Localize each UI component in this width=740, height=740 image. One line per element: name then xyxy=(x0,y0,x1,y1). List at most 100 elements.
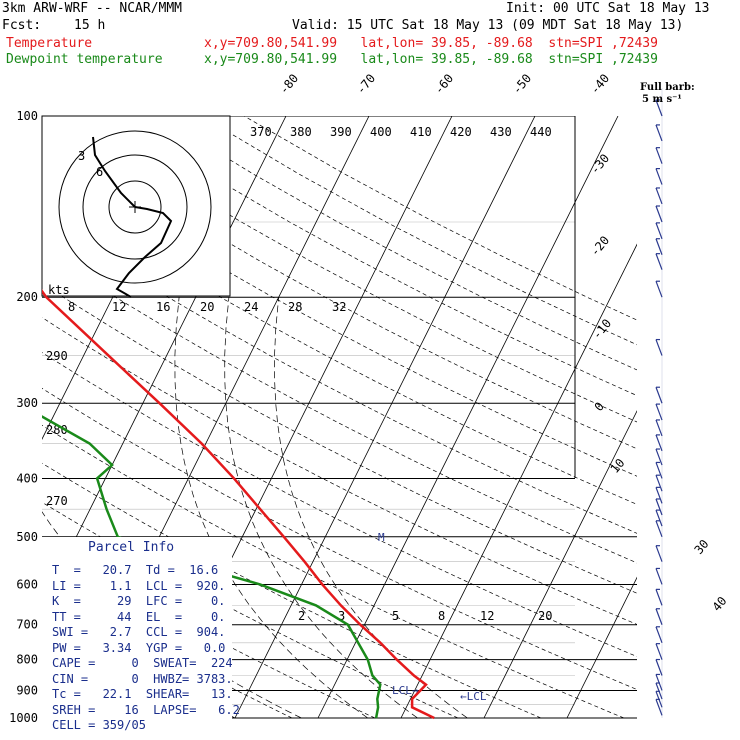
wind-barb xyxy=(655,498,663,516)
wind-barb xyxy=(655,339,663,356)
parcel-info-row: SWI = 2.7 CCL = 904. xyxy=(52,625,226,639)
pressure-tick-label: 200 xyxy=(16,290,38,304)
pressure-tick-label: 400 xyxy=(16,471,38,485)
wind-barb xyxy=(655,520,663,537)
hodograph-ring xyxy=(82,154,188,260)
hodograph-ring-label: 3 xyxy=(78,149,85,163)
isotherm-line xyxy=(483,410,637,719)
parcel-info-row: Tc = 22.1 SHEAR= 13. xyxy=(52,687,233,701)
wind-barb xyxy=(655,168,663,185)
wind-barb xyxy=(655,474,663,492)
speed-label: 8 xyxy=(68,300,75,314)
hodograph-ring xyxy=(58,130,212,284)
parcel-info-row: PW = 3.34 YGP = 0.0 xyxy=(52,640,226,655)
forecast-hour: 15 h xyxy=(74,18,106,33)
wind-barb xyxy=(655,643,663,660)
temperature-legend: Temperature xyxy=(6,36,93,51)
isotherm-line xyxy=(733,116,740,718)
dry-adiabat xyxy=(42,316,637,625)
mixing-ratio-label: 20 xyxy=(538,609,552,623)
theta-label: 400 xyxy=(370,125,392,139)
wind-barbs xyxy=(655,88,663,718)
isotherm-label: -80 xyxy=(277,71,302,97)
wind-legend-title: Full barb: xyxy=(640,82,695,93)
speed-label: 16 xyxy=(156,300,170,314)
wind-barb xyxy=(655,387,663,404)
wind-barb xyxy=(655,487,663,504)
mixing-ratio-label: 12 xyxy=(480,609,494,623)
model-title: 3km ARW-WRF -- NCAR/MMM xyxy=(2,1,183,16)
dewpoint-legend: Dewpoint temperature xyxy=(6,52,163,67)
theta-label: 390 xyxy=(330,125,352,139)
speed-label: 32 xyxy=(332,300,346,314)
dry-adiabat xyxy=(158,116,637,371)
parcel-info-row: CIN = 0 HWBZ= 3783. xyxy=(52,671,233,686)
pressure-tick-label: 500 xyxy=(16,530,38,544)
wind-barb xyxy=(655,608,663,625)
pressure-tick-label: 300 xyxy=(16,396,38,410)
valid-time: Valid: 15 UTC Sat 18 May 13 (09 MDT Sat … xyxy=(292,18,684,33)
theta-left-label: 290 xyxy=(46,349,68,363)
init-time: Init: 00 UTC Sat 18 May 13 xyxy=(506,1,710,16)
m-marker: M xyxy=(378,531,385,544)
isotherm-label: -50 xyxy=(510,71,535,97)
lcl-right-marker: ←LCL xyxy=(460,690,487,703)
mixing-ratio-label: 2 xyxy=(298,609,305,623)
theta-label: 410 xyxy=(410,125,432,139)
theta-label: 430 xyxy=(490,125,512,139)
isotherm-label: -70 xyxy=(354,71,379,97)
dry-adiabat xyxy=(42,387,637,690)
dewpoint-temperature-line xyxy=(42,415,382,719)
theta-label: 380 xyxy=(290,125,312,139)
wind-barb xyxy=(655,205,663,223)
wind-legend-unit: 5 m s⁻¹ xyxy=(642,94,682,105)
moist-adiabat xyxy=(274,297,468,719)
wind-barb xyxy=(655,659,663,676)
wind-barb xyxy=(655,187,663,205)
temperature-location-info: x,y=709.80,541.99 lat,lon= 39.85, -89.68… xyxy=(204,36,658,51)
dry-adiabat xyxy=(243,116,637,321)
wind-barb xyxy=(655,403,663,421)
isotherm-label: -30 xyxy=(588,151,613,177)
dry-adiabat xyxy=(42,154,637,477)
parcel-info-row: T = 20.7 Td = 16.6 xyxy=(52,563,219,577)
dry-adiabat xyxy=(42,424,625,719)
speed-label: 28 xyxy=(288,300,302,314)
mixing-ratio-label: 3 xyxy=(338,609,345,623)
isotherm-line xyxy=(400,243,637,719)
wind-barb xyxy=(655,448,663,466)
pressure-tick-label: 800 xyxy=(16,653,38,667)
wind-barb xyxy=(655,99,663,117)
speed-label: 20 xyxy=(200,300,214,314)
wind-barb xyxy=(655,124,663,142)
parcel-info-title: Parcel Info xyxy=(88,540,175,555)
wind-barb xyxy=(655,509,663,527)
isotherm-label: 0 xyxy=(592,399,607,414)
wind-barb xyxy=(655,253,663,270)
pressure-tick-label: 900 xyxy=(16,683,38,697)
moist-adiabat xyxy=(224,297,418,719)
mixing-ratio-label: 5 xyxy=(392,609,399,623)
isotherm-line xyxy=(234,116,536,719)
speed-label: 24 xyxy=(244,300,258,314)
moist-adiabat xyxy=(174,297,369,719)
theta-label: 370 xyxy=(250,125,272,139)
isotherm-label: -20 xyxy=(588,233,613,259)
speed-label: 12 xyxy=(112,300,126,314)
isotherm-line xyxy=(42,116,287,607)
pressure-tick-label: 100 xyxy=(16,109,38,123)
wind-barb xyxy=(655,699,663,716)
wind-barb xyxy=(655,589,663,606)
pressure-tick-label: 700 xyxy=(16,618,38,632)
dry-adiabat xyxy=(42,282,637,594)
forecast-label: Fcst: xyxy=(2,18,42,33)
parcel-info-row: SREH = 16 LAPSE= 6.2 xyxy=(52,702,240,717)
dry-adiabat xyxy=(42,352,637,657)
pressure-tick-label: 1000 xyxy=(9,711,38,725)
isotherm-label: 40 xyxy=(710,594,730,614)
isotherm-label: -40 xyxy=(588,71,613,97)
theta-label: 440 xyxy=(530,125,552,139)
hodograph-ring-label: 6 xyxy=(96,165,103,179)
wind-barb xyxy=(655,147,663,164)
